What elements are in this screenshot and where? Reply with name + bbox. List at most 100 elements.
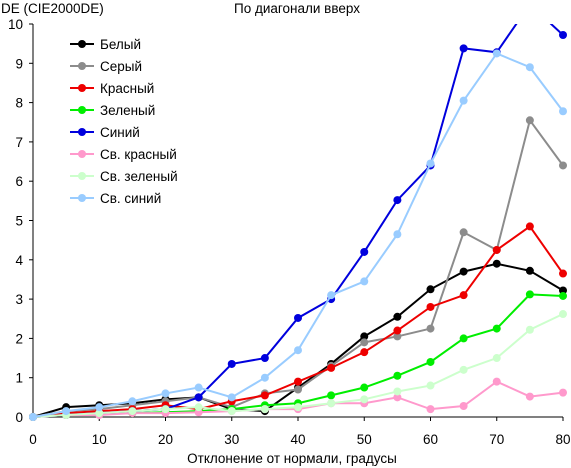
legend-swatch-marker <box>78 40 86 48</box>
data-point <box>227 359 236 368</box>
x-tick-label: 0 <box>29 432 37 447</box>
y-tick-label: 0 <box>15 410 23 425</box>
data-point <box>459 365 468 374</box>
data-point <box>260 405 269 414</box>
y-tick-label: 10 <box>8 17 23 32</box>
legend-swatch-marker <box>78 84 86 92</box>
data-point <box>294 403 302 412</box>
data-point <box>95 409 104 418</box>
legend-label: Белый <box>100 37 141 52</box>
y-tick-label: 9 <box>15 56 23 71</box>
data-point <box>260 373 269 382</box>
data-point <box>459 228 468 237</box>
legend-label: Св. синий <box>100 191 161 206</box>
data-point <box>492 377 501 386</box>
legend-item-синий: Синий <box>70 125 140 140</box>
data-point <box>360 332 369 341</box>
y-tick-label: 6 <box>15 174 23 189</box>
data-point <box>525 266 534 275</box>
data-point <box>459 401 468 410</box>
data-point <box>360 338 369 347</box>
legend-item-св-синий: Св. синий <box>70 191 161 206</box>
x-tick-label: 30 <box>224 432 239 447</box>
data-point <box>393 326 402 335</box>
legend-item-серый: Серый <box>70 59 142 74</box>
y-tick-label: 8 <box>15 96 23 111</box>
data-point <box>426 381 435 390</box>
data-point <box>360 348 369 357</box>
x-tick-label: 60 <box>423 432 438 447</box>
data-point <box>393 332 402 341</box>
series-line <box>32 293 564 418</box>
data-point <box>327 399 336 408</box>
data-point <box>95 403 104 412</box>
legend-label: Серый <box>100 59 142 74</box>
data-point <box>393 393 402 402</box>
data-point <box>194 383 203 392</box>
y-tick-label: 7 <box>15 135 23 150</box>
data-point <box>492 245 501 254</box>
data-point <box>260 354 269 363</box>
data-point <box>327 291 336 300</box>
y-tick-label: 5 <box>15 214 23 229</box>
legend-item-св-зеленый: Св. зеленый <box>70 169 178 184</box>
series-line <box>32 262 564 418</box>
y-tick-label: 2 <box>15 331 23 346</box>
legend-swatch-marker <box>78 106 86 114</box>
legend-item-св-красный: Св. красный <box>70 147 177 162</box>
data-point <box>393 312 402 321</box>
data-point <box>327 391 336 400</box>
data-point <box>559 107 567 116</box>
series-зеленый <box>29 290 567 421</box>
series-св-синий <box>29 49 567 421</box>
data-point <box>426 357 435 366</box>
chart-title: По диагонали вверх <box>234 1 360 16</box>
data-point <box>393 230 402 239</box>
x-axis-label: Отклонение от нормали, градусы <box>187 451 397 466</box>
series-group <box>29 24 567 421</box>
legend-label: Св. зеленый <box>100 169 178 184</box>
data-point <box>194 393 203 402</box>
data-point <box>459 334 468 343</box>
data-point <box>426 405 435 414</box>
legend-label: Зеленый <box>100 103 155 118</box>
data-point <box>525 63 534 72</box>
data-point <box>559 161 567 170</box>
x-tick-label: 10 <box>92 432 107 447</box>
plot-area <box>29 24 567 421</box>
data-point <box>492 49 501 58</box>
data-point <box>426 302 435 311</box>
legend-label: Красный <box>100 81 154 96</box>
data-point <box>294 313 302 322</box>
data-point <box>393 196 402 205</box>
legend-item-белый: Белый <box>70 37 141 52</box>
data-point <box>29 413 37 421</box>
data-point <box>426 285 435 294</box>
data-point <box>360 277 369 286</box>
axes: 0 1 2 3 4 5 6 7 8 9 10 0 10 20 30 40 50 60 70 80 <box>8 17 571 447</box>
data-point <box>393 371 402 380</box>
data-point <box>459 96 468 105</box>
data-point <box>294 346 302 355</box>
legend-item-красный: Красный <box>70 81 154 96</box>
data-point <box>525 290 534 299</box>
data-point <box>393 387 402 396</box>
data-point <box>559 286 567 295</box>
legend-swatch-marker <box>78 62 86 70</box>
legend-swatch-marker <box>78 172 86 180</box>
data-point <box>161 389 170 398</box>
data-point <box>260 391 269 400</box>
data-point <box>525 325 534 334</box>
data-point <box>525 116 534 125</box>
data-point <box>327 363 336 372</box>
legend-swatch-marker <box>78 150 86 158</box>
legend-label: Св. красный <box>100 147 177 162</box>
data-point <box>161 405 170 414</box>
data-point <box>525 222 534 231</box>
y-tick-label: 1 <box>15 371 23 386</box>
data-point <box>559 388 567 397</box>
legend-swatch-marker <box>78 194 86 202</box>
legend-item-зеленый: Зеленый <box>70 103 155 118</box>
data-point <box>194 403 203 412</box>
